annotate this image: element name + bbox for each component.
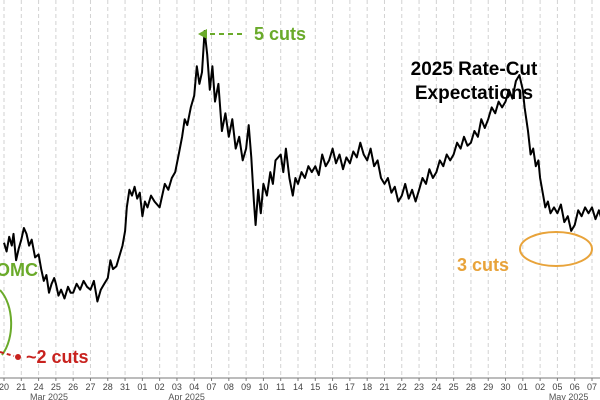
series-line [3, 30, 600, 303]
x-tick-label: 26 [68, 382, 78, 392]
x-month-label: Apr 2025 [168, 392, 205, 400]
x-tick-label: 25 [449, 382, 459, 392]
five-cuts-label: 5 cuts [254, 24, 306, 44]
five-cuts-arrowhead [198, 29, 207, 39]
chart-title-line-2: Expectations [415, 83, 533, 104]
x-tick-label: 24 [431, 382, 441, 392]
x-tick-label: 02 [535, 382, 545, 392]
x-tick-label: 14 [293, 382, 303, 392]
x-tick-label: 28 [103, 382, 113, 392]
x-tick-label: 27 [85, 382, 95, 392]
x-tick-label: 20 [0, 382, 9, 392]
x-tick-label: 11 [276, 382, 285, 392]
x-tick-label: 08 [224, 382, 234, 392]
x-tick-label: 17 [345, 382, 355, 392]
three-cuts-annotation: 3 cuts [457, 231, 593, 275]
three-cuts-ellipse [519, 231, 593, 267]
x-tick-label: 06 [570, 382, 580, 392]
five-cuts-annotation: 5 cuts [198, 24, 306, 44]
x-tick-label: 16 [328, 382, 338, 392]
x-tick-label: 07 [207, 382, 217, 392]
x-tick-label: 10 [258, 382, 268, 392]
x-axis: 20 21 24 25 26 27 28 31 01 02 03 04 07 08 09 10 11 14 15 16… [0, 377, 600, 400]
x-tick-label: 01 [137, 382, 147, 392]
x-month-label: Mar 2025 [30, 392, 68, 400]
chart-marks [3, 30, 600, 303]
chart-title-line-1: 2025 Rate-Cut [411, 59, 538, 80]
x-tick-label: 04 [189, 382, 199, 392]
three-cuts-label: 3 cuts [457, 255, 509, 275]
two-cuts-arrow [0, 351, 15, 357]
x-tick-label: 03 [172, 382, 182, 392]
x-tick-label: 09 [241, 382, 251, 392]
x-tick-label: 28 [466, 382, 476, 392]
x-tick-label: 25 [51, 382, 61, 392]
two-cuts-label: ~2 cuts [26, 347, 89, 367]
x-tick-label: 15 [310, 382, 320, 392]
x-tick-label: 24 [34, 382, 44, 392]
x-tick-label: 21 [16, 382, 26, 392]
x-tick-label: 21 [379, 382, 389, 392]
fomc-label: OMC [0, 260, 38, 280]
x-tick-label: 22 [397, 382, 407, 392]
x-tick-label: 01 [518, 382, 528, 392]
x-tick-label: 18 [362, 382, 372, 392]
x-tick-label: 05 [552, 382, 562, 392]
two-cuts-arrowhead [15, 354, 21, 360]
x-tick-label: 29 [483, 382, 493, 392]
x-tick-label: 07 [587, 382, 597, 392]
two-cuts-annotation: ~2 cuts [0, 347, 89, 367]
grid [3, 0, 593, 378]
x-tick-label: 31 [120, 382, 130, 392]
x-month-label: May 2025 [549, 392, 589, 400]
x-tick-label: 30 [501, 382, 511, 392]
x-tick-label: 23 [414, 382, 424, 392]
fomc-ellipse [0, 289, 13, 356]
x-tick-label: 02 [155, 382, 165, 392]
